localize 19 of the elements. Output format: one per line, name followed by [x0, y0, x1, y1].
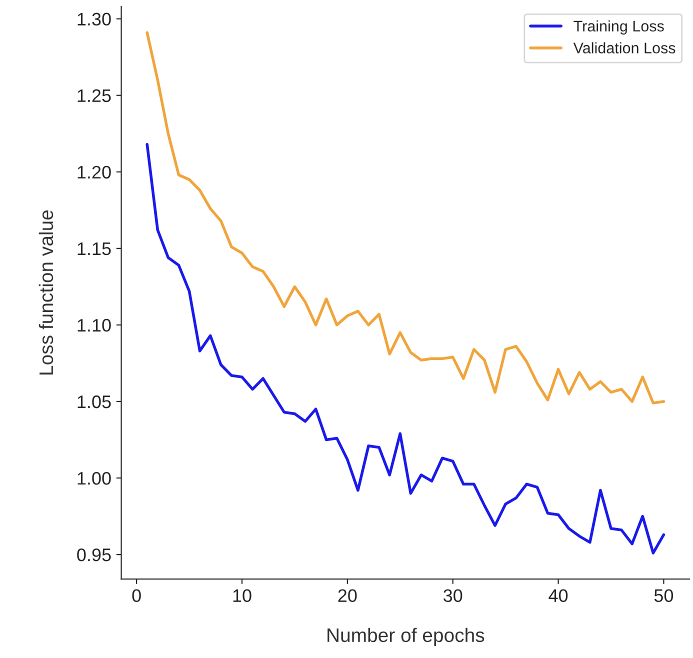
y-tick-label: 1.05: [78, 395, 111, 408]
legend-label: Validation Loss: [573, 42, 676, 54]
y-axis-title: Loss function value: [38, 210, 54, 374]
y-tick-label: 1.20: [78, 166, 111, 179]
legend-label: Training Loss: [574, 20, 664, 35]
y-tick-label: 1.30: [78, 12, 111, 26]
y-tick-label: 1.00: [78, 472, 111, 485]
x-tick-label: 50: [654, 589, 674, 602]
y-tick-label: 0.95: [77, 548, 111, 562]
y-tick-label: 1.25: [78, 89, 111, 102]
y-tick-label: 1.15: [78, 242, 111, 256]
x-axis-title: Number of epochs: [328, 628, 484, 646]
x-tick-label: 10: [233, 589, 252, 602]
x-tick-label: 20: [338, 589, 357, 602]
y-tick-label: 1.10: [78, 318, 111, 332]
line-series: [146, 142, 666, 554]
x-tick-label: 30: [443, 589, 462, 602]
x-tick-label: 0: [132, 589, 141, 602]
x-tick-label: 40: [548, 589, 568, 602]
